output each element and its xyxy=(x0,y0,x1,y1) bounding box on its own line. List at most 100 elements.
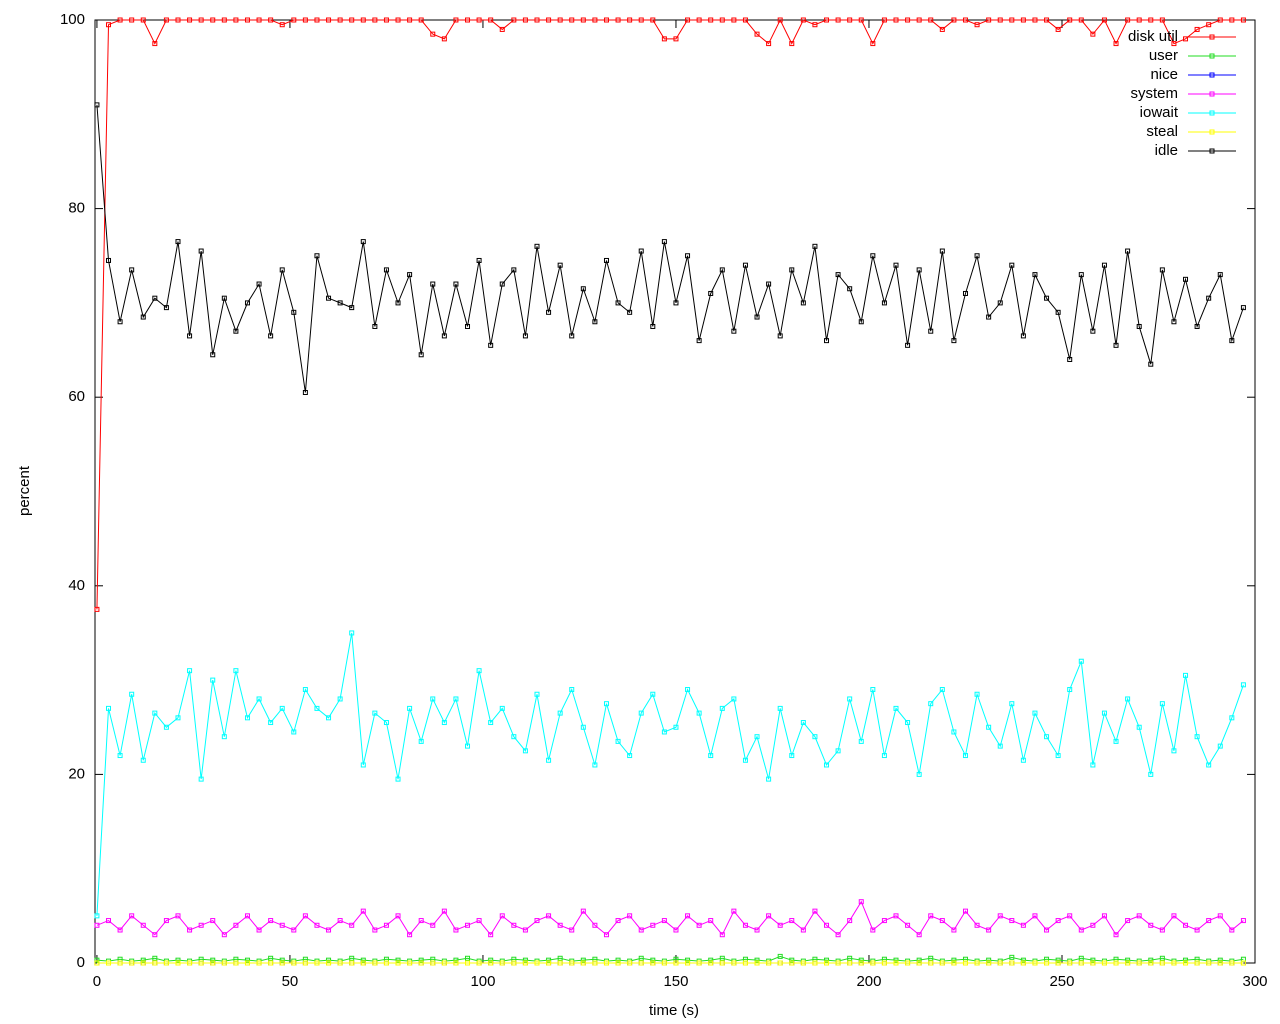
point xyxy=(638,248,644,254)
point xyxy=(580,724,586,730)
point xyxy=(1194,960,1200,966)
point xyxy=(1217,272,1223,278)
point xyxy=(441,960,447,966)
point xyxy=(117,927,123,933)
point xyxy=(858,960,864,966)
point xyxy=(824,338,830,344)
point xyxy=(233,960,239,966)
point xyxy=(627,753,633,759)
point xyxy=(499,913,505,919)
point xyxy=(719,267,725,273)
point xyxy=(453,927,459,933)
point xyxy=(951,729,957,735)
point xyxy=(928,913,934,919)
point xyxy=(140,314,146,320)
point xyxy=(1020,17,1026,23)
point xyxy=(441,36,447,42)
point xyxy=(1229,338,1235,344)
point xyxy=(603,960,609,966)
point xyxy=(986,724,992,730)
point xyxy=(1032,960,1038,966)
point xyxy=(754,960,760,966)
point xyxy=(407,960,413,966)
point xyxy=(1067,960,1073,966)
point xyxy=(742,757,748,763)
point xyxy=(858,899,864,905)
point xyxy=(766,776,772,782)
point xyxy=(1229,715,1235,721)
point xyxy=(453,957,459,963)
point xyxy=(650,922,656,928)
point xyxy=(326,960,332,966)
point xyxy=(1090,957,1096,963)
point xyxy=(800,927,806,933)
point xyxy=(673,724,679,730)
point xyxy=(1044,927,1050,933)
point xyxy=(256,927,262,933)
point xyxy=(997,300,1003,306)
point xyxy=(997,17,1003,23)
point xyxy=(94,960,100,966)
point xyxy=(870,253,876,259)
point xyxy=(592,319,598,325)
point xyxy=(1159,267,1165,273)
point xyxy=(546,17,552,23)
point xyxy=(685,960,691,966)
point xyxy=(1171,913,1177,919)
point xyxy=(94,922,100,928)
point xyxy=(1009,17,1015,23)
point xyxy=(314,253,320,259)
point xyxy=(708,290,714,296)
point xyxy=(1183,960,1189,966)
point xyxy=(326,927,332,933)
point xyxy=(905,960,911,966)
point xyxy=(592,762,598,768)
legend-label: system xyxy=(1130,85,1178,102)
point xyxy=(360,960,366,966)
point xyxy=(140,17,146,23)
point xyxy=(430,31,436,37)
point xyxy=(766,41,772,47)
point xyxy=(824,922,830,928)
point xyxy=(673,300,679,306)
point xyxy=(685,687,691,693)
point xyxy=(627,913,633,919)
point xyxy=(1055,309,1061,315)
point xyxy=(453,17,459,23)
point xyxy=(465,960,471,966)
point xyxy=(557,960,563,966)
point xyxy=(511,17,517,23)
point xyxy=(117,319,123,325)
point xyxy=(152,710,158,716)
point xyxy=(210,352,216,358)
point xyxy=(349,630,355,636)
point xyxy=(221,17,227,23)
point xyxy=(696,338,702,344)
point xyxy=(1032,272,1038,278)
point xyxy=(476,257,482,263)
point xyxy=(1020,957,1026,963)
point xyxy=(580,908,586,914)
point xyxy=(1055,918,1061,924)
series-line xyxy=(96,104,1244,393)
point xyxy=(187,333,193,339)
point xyxy=(488,957,494,963)
point xyxy=(418,960,424,966)
point xyxy=(349,922,355,928)
point xyxy=(163,724,169,730)
point xyxy=(569,927,575,933)
point xyxy=(893,17,899,23)
point xyxy=(974,960,980,966)
legend-label: disk util xyxy=(1128,28,1178,45)
point xyxy=(233,922,239,928)
point xyxy=(244,960,250,966)
y-tick-label: 60 xyxy=(68,388,85,405)
point xyxy=(291,729,297,735)
point xyxy=(395,913,401,919)
point xyxy=(476,960,482,966)
point xyxy=(870,960,876,966)
point xyxy=(546,957,552,963)
point xyxy=(719,955,725,961)
point xyxy=(360,17,366,23)
point xyxy=(349,955,355,961)
